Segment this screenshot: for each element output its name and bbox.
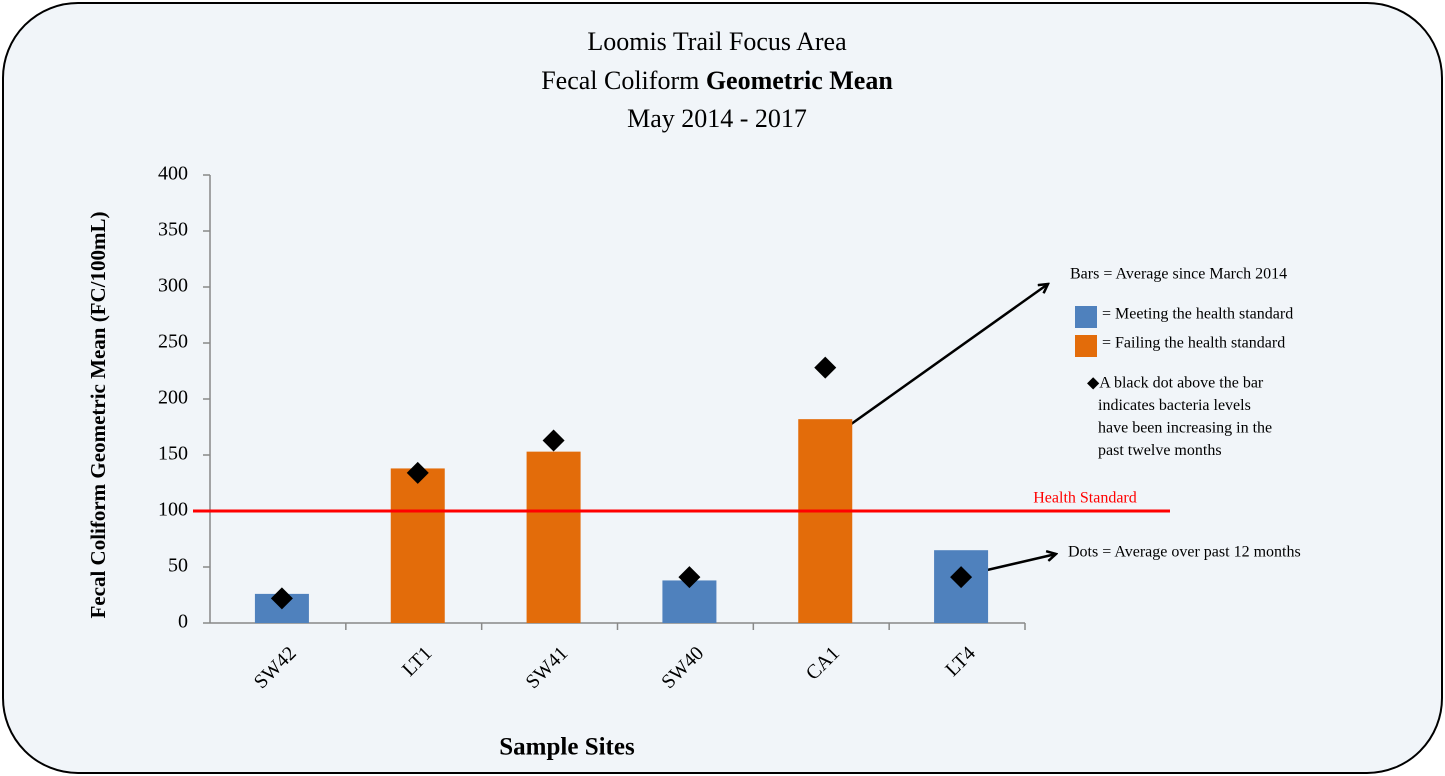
title-line: May 2014 - 2017 (627, 104, 807, 133)
y-tick-label: 350 (158, 219, 188, 241)
y-tick-label: 250 (158, 331, 188, 353)
dot (270, 587, 293, 610)
annotation: Dots = Average over past 12 months (1068, 544, 1301, 561)
bar (798, 419, 853, 623)
legend-label: = Meeting the health standard (1102, 306, 1293, 323)
title-line: Loomis Trail Focus Area (587, 27, 847, 56)
legend-swatch (1075, 335, 1097, 357)
annotation: past twelve months (1098, 442, 1222, 459)
bar (390, 468, 445, 623)
bar (526, 451, 581, 623)
title-part: Fecal Coliform (541, 66, 699, 95)
dot (950, 566, 973, 589)
y-axis-label: Fecal Coliform Geometric Mean (FC/100mL) (86, 211, 110, 618)
annotation: have been increasing in the (1098, 420, 1272, 437)
annotation: indicates bacteria levels (1098, 397, 1251, 414)
y-tick-label: 300 (158, 275, 188, 297)
y-tick-label: 150 (158, 443, 188, 465)
title-line: Fecal Coliform Geometric Mean (541, 66, 893, 95)
annotation: ◆A black dot above the bar (1087, 375, 1264, 392)
reference-label: Health Standard (1033, 490, 1137, 507)
x-axis-label: Sample Sites (499, 734, 635, 761)
dot (814, 356, 837, 379)
y-tick-label: 400 (158, 163, 188, 185)
y-tick-label: 200 (158, 387, 188, 409)
y-tick-label: 0 (178, 611, 188, 633)
dot (542, 429, 565, 452)
y-tick-label: 100 (158, 499, 188, 521)
legend-label: = Failing the health standard (1102, 335, 1285, 352)
dot (406, 461, 429, 484)
title-bold: Geometric Mean (706, 66, 894, 95)
y-tick-label: 50 (168, 555, 188, 577)
legend-swatch (1075, 306, 1097, 328)
dot (678, 566, 701, 589)
annotation: Bars = Average since March 2014 (1070, 266, 1287, 283)
arrow (846, 284, 1048, 429)
